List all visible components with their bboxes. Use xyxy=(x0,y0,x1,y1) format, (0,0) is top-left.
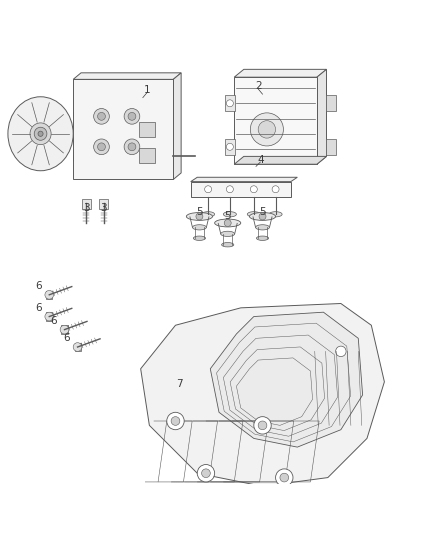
Text: 5: 5 xyxy=(196,207,203,217)
Ellipse shape xyxy=(247,212,260,217)
Bar xyxy=(46,290,52,299)
Ellipse shape xyxy=(250,213,276,220)
Text: 5: 5 xyxy=(224,212,231,221)
Text: 6: 6 xyxy=(64,333,70,343)
Circle shape xyxy=(94,109,110,124)
Circle shape xyxy=(167,413,184,430)
Bar xyxy=(139,122,155,137)
Polygon shape xyxy=(317,69,326,164)
Circle shape xyxy=(124,139,140,155)
Circle shape xyxy=(226,100,233,107)
Polygon shape xyxy=(234,156,326,164)
Circle shape xyxy=(254,417,271,434)
Text: 7: 7 xyxy=(177,379,183,389)
Ellipse shape xyxy=(8,97,73,171)
Text: 6: 6 xyxy=(35,281,42,291)
Circle shape xyxy=(336,346,346,357)
Polygon shape xyxy=(73,73,181,79)
Circle shape xyxy=(197,465,215,482)
Ellipse shape xyxy=(201,212,215,217)
Bar xyxy=(326,95,336,111)
Text: 2: 2 xyxy=(255,81,261,91)
Circle shape xyxy=(226,143,233,150)
Circle shape xyxy=(98,143,106,151)
Bar xyxy=(61,325,67,334)
Circle shape xyxy=(201,469,210,478)
Circle shape xyxy=(251,186,257,193)
Bar xyxy=(99,199,108,209)
Bar xyxy=(46,312,52,321)
Circle shape xyxy=(226,186,233,193)
Ellipse shape xyxy=(269,212,282,217)
Ellipse shape xyxy=(186,213,212,220)
Polygon shape xyxy=(234,69,326,77)
Polygon shape xyxy=(173,73,181,180)
Text: 6: 6 xyxy=(50,316,57,326)
Ellipse shape xyxy=(192,225,206,230)
Circle shape xyxy=(128,112,136,120)
Ellipse shape xyxy=(193,236,205,240)
Ellipse shape xyxy=(223,212,237,217)
Ellipse shape xyxy=(256,236,268,240)
Circle shape xyxy=(251,113,283,146)
Polygon shape xyxy=(141,303,385,486)
Ellipse shape xyxy=(255,225,269,230)
Text: 3: 3 xyxy=(100,203,107,213)
Circle shape xyxy=(224,220,231,227)
Circle shape xyxy=(60,325,69,334)
Polygon shape xyxy=(191,177,297,182)
Circle shape xyxy=(94,139,110,155)
Circle shape xyxy=(258,421,267,430)
Text: 1: 1 xyxy=(144,85,151,95)
Circle shape xyxy=(124,109,140,124)
Bar xyxy=(82,199,91,209)
Text: 6: 6 xyxy=(35,303,42,313)
Circle shape xyxy=(276,469,293,486)
Text: 5: 5 xyxy=(259,207,266,217)
Ellipse shape xyxy=(30,123,51,144)
Bar xyxy=(326,139,336,155)
Circle shape xyxy=(73,343,82,351)
Bar xyxy=(225,95,235,111)
Bar xyxy=(139,148,155,163)
Bar xyxy=(191,182,291,197)
Circle shape xyxy=(45,290,53,299)
Circle shape xyxy=(280,473,289,482)
Ellipse shape xyxy=(221,231,235,237)
Text: 3: 3 xyxy=(83,203,89,213)
Bar xyxy=(74,343,81,351)
Ellipse shape xyxy=(38,131,43,136)
Circle shape xyxy=(45,312,53,321)
Circle shape xyxy=(196,213,203,220)
Circle shape xyxy=(272,186,279,193)
Ellipse shape xyxy=(222,243,234,247)
Bar xyxy=(225,139,235,155)
Ellipse shape xyxy=(34,127,47,140)
Circle shape xyxy=(171,417,180,425)
Bar xyxy=(73,79,173,180)
Circle shape xyxy=(259,213,266,220)
Polygon shape xyxy=(210,312,363,447)
Circle shape xyxy=(128,143,136,151)
Text: 4: 4 xyxy=(257,155,264,165)
Bar xyxy=(234,77,317,164)
Circle shape xyxy=(258,120,276,138)
Ellipse shape xyxy=(215,219,241,227)
Circle shape xyxy=(98,112,106,120)
Circle shape xyxy=(205,186,212,193)
